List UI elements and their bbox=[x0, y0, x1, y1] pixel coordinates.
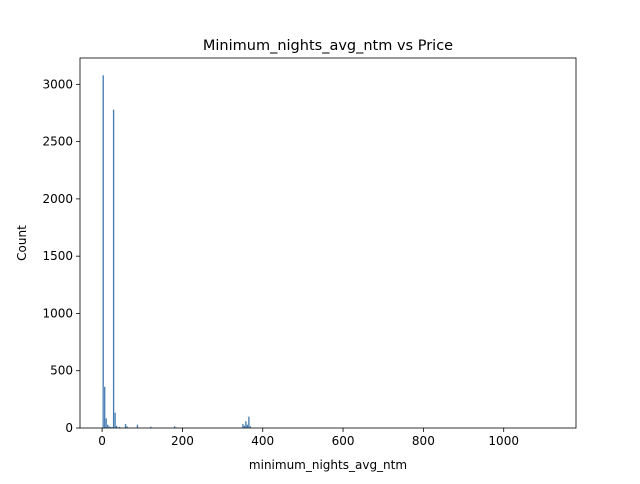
histogram-bar bbox=[247, 425, 248, 428]
y-tick-label: 3000 bbox=[42, 77, 73, 91]
chart-title: Minimum_nights_avg_ntm vs Price bbox=[203, 38, 453, 54]
x-tick-label: 0 bbox=[98, 434, 106, 448]
histogram-bar bbox=[125, 424, 126, 428]
x-tick-label: 600 bbox=[332, 434, 355, 448]
histogram-bar bbox=[245, 421, 246, 428]
y-tick-label: 1500 bbox=[42, 249, 73, 263]
histogram-bar bbox=[242, 424, 243, 428]
y-tick-label: 500 bbox=[50, 364, 73, 378]
x-tick-label: 1000 bbox=[488, 434, 519, 448]
histogram-bar bbox=[137, 425, 138, 428]
y-axis-label: Count bbox=[15, 225, 29, 261]
histogram-bar bbox=[102, 75, 103, 428]
histogram-bar bbox=[107, 425, 108, 428]
x-tick-label: 400 bbox=[251, 434, 274, 448]
x-axis-label: minimum_nights_avg_ntm bbox=[249, 458, 407, 472]
histogram-bar bbox=[105, 418, 106, 428]
histogram-bar bbox=[114, 413, 115, 428]
histogram-bar bbox=[104, 387, 105, 428]
y-tick-label: 2500 bbox=[42, 135, 73, 149]
y-tick-label: 2000 bbox=[42, 192, 73, 206]
y-tick-label: 1000 bbox=[42, 306, 73, 320]
y-tick-label: 0 bbox=[65, 421, 73, 435]
histogram-bar bbox=[248, 417, 249, 428]
x-tick-label: 200 bbox=[171, 434, 194, 448]
x-tick-label: 800 bbox=[412, 434, 435, 448]
histogram-bar bbox=[113, 110, 114, 428]
